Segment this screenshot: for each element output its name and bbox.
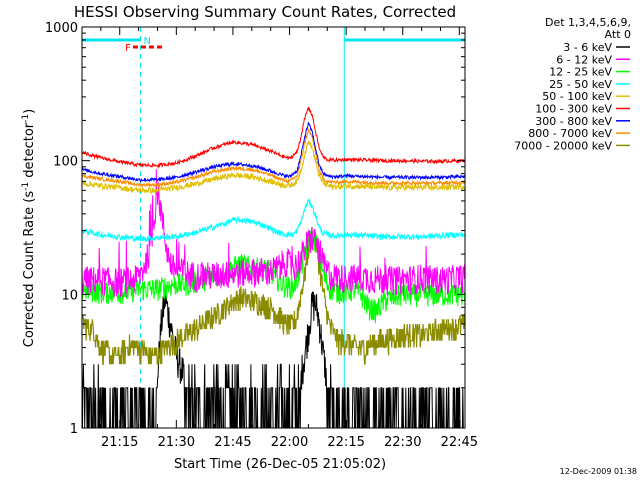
series-line-5 xyxy=(81,106,466,169)
series-line-7 xyxy=(81,128,466,189)
x-tick-label-4: 22:15 xyxy=(327,435,364,450)
axes-layer: 1 10 100 1000 21:15 21:30 21:45 22:00 22:15 22:30… xyxy=(45,21,478,450)
series-line-8 xyxy=(81,227,465,365)
chart-title: HESSI Observing Summary Count Rates, Cor… xyxy=(74,3,456,21)
legend-label-4: 50 - 100 keV xyxy=(542,90,612,103)
series-line-2 xyxy=(81,226,466,324)
y-tick-label-2: 100 xyxy=(53,155,78,170)
flags-layer: NF xyxy=(82,27,466,428)
x-tick-label-6: 22:45 xyxy=(441,435,478,450)
y-tick-label-1: 10 xyxy=(61,288,78,303)
legend-label-5: 100 - 300 keV xyxy=(535,103,612,116)
y-tick-label-3: 1000 xyxy=(45,21,78,36)
x-tick-label-3: 22:00 xyxy=(271,435,308,450)
x-tick-label-5: 22:30 xyxy=(384,435,421,450)
legend-label-0: 3 - 6 keV xyxy=(563,41,612,54)
legend-label-8: 7000 - 20000 keV xyxy=(514,139,612,152)
legend-label-7: 800 - 7000 keV xyxy=(528,127,612,140)
y-axis-label-prefix: Corrected Count Rate (s xyxy=(22,191,37,348)
timestamp: 12-Dec-2009 01:38 xyxy=(560,467,637,476)
y-axis-label-middle: detector xyxy=(22,122,37,182)
legend-label-3: 25 - 50 keV xyxy=(549,78,612,91)
x-tick-label-0: 21:15 xyxy=(101,435,138,450)
legend-header-line-1: Det 1,3,4,5,6,9, xyxy=(545,16,631,29)
night-flag-label: N xyxy=(143,36,150,47)
y-axis-label-exponent-2: -1 xyxy=(21,114,31,123)
x-tick-label-1: 21:30 xyxy=(158,435,195,450)
series-layer xyxy=(81,106,466,429)
flare-flag-label: F xyxy=(125,43,131,54)
series-line-3 xyxy=(81,198,465,243)
legend-label-2: 12 - 25 keV xyxy=(549,66,612,79)
y-axis-label: Corrected Count Rate (s-1 detector-1) xyxy=(21,109,37,347)
x-tick-label-2: 21:45 xyxy=(214,435,251,450)
y-tick-label-0: 1 xyxy=(70,422,78,437)
series-line-1 xyxy=(81,169,466,298)
series-line-6 xyxy=(81,122,465,183)
legend-label-1: 6 - 12 keV xyxy=(556,53,612,66)
x-axis-label: Start Time (26-Dec-05 21:05:02) xyxy=(174,457,386,472)
legend-label-6: 300 - 800 keV xyxy=(535,115,612,128)
y-axis-label-exponent-1: -1 xyxy=(21,182,31,191)
series-line-4 xyxy=(81,141,466,195)
plot-frame xyxy=(81,26,466,429)
y-axis-label-suffix: ) xyxy=(22,109,37,114)
legend-header-line-2: Att 0 xyxy=(605,28,631,41)
